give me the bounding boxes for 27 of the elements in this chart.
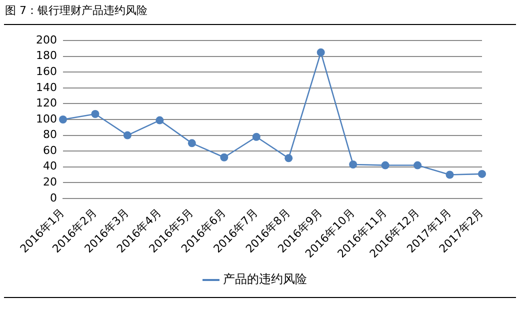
y-tick-label: 180	[36, 49, 57, 62]
y-tick-label: 160	[36, 65, 57, 78]
point	[156, 116, 164, 124]
y-tick-label: 80	[42, 128, 57, 142]
y-tick-label: 140	[36, 80, 57, 94]
y-tick-label: 20	[42, 175, 57, 188]
point	[446, 170, 454, 179]
point	[381, 161, 390, 170]
point	[316, 48, 325, 56]
y-tick-label: 200	[36, 33, 57, 46]
point	[91, 110, 100, 118]
y-tick-label: 0	[50, 191, 57, 204]
legend-label: 产品的违约风险	[223, 272, 307, 286]
point	[414, 161, 422, 170]
point	[252, 132, 260, 141]
y-tick-label: 40	[42, 160, 57, 173]
point	[349, 160, 358, 168]
point	[123, 131, 132, 140]
chart-title: 图 7：银行理财产品违约风险	[5, 3, 148, 18]
point	[188, 139, 196, 148]
y-tick-label: 100	[36, 112, 57, 126]
y-tick-label: 60	[42, 144, 57, 157]
point	[220, 153, 228, 162]
point	[58, 116, 67, 124]
point	[284, 154, 293, 162]
y-tick-label: 120	[36, 96, 57, 110]
point	[478, 170, 486, 178]
